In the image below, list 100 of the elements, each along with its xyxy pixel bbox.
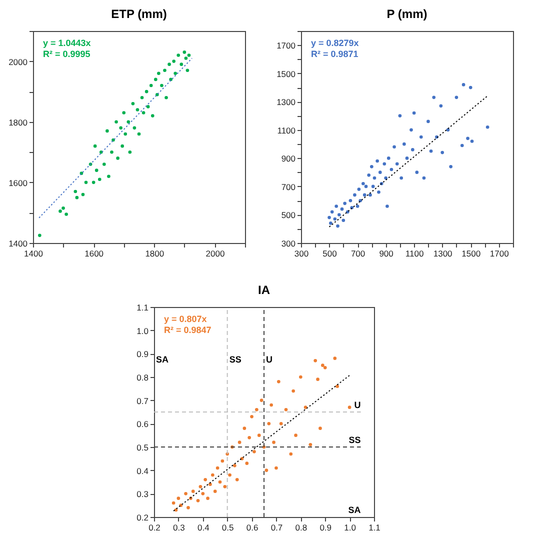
x-tick-label: 1800 bbox=[145, 248, 164, 258]
point bbox=[180, 62, 184, 66]
point bbox=[75, 196, 79, 200]
point bbox=[168, 62, 171, 66]
x-tick-label: 1600 bbox=[84, 248, 104, 258]
point bbox=[321, 364, 324, 367]
y-tick-label: 0.8 bbox=[136, 372, 149, 382]
point bbox=[184, 492, 188, 496]
point bbox=[279, 422, 283, 426]
y-tick-label: 0.3 bbox=[136, 489, 149, 500]
point bbox=[128, 150, 132, 154]
y-tick-label: 300 bbox=[281, 238, 296, 248]
point bbox=[142, 111, 146, 114]
point bbox=[184, 56, 188, 60]
annotation: y = 0.807x bbox=[164, 314, 207, 324]
point bbox=[154, 78, 158, 82]
annotation: y = 0.8279x bbox=[311, 38, 359, 48]
x-tick-label: 0.2 bbox=[148, 522, 161, 532]
x-tick-label: 0.3 bbox=[173, 522, 186, 532]
point bbox=[98, 178, 102, 182]
point bbox=[255, 408, 258, 412]
point bbox=[220, 459, 224, 463]
point bbox=[150, 114, 154, 118]
x-tick-label: 0.5 bbox=[222, 522, 234, 532]
y-tick-label: 0.2 bbox=[136, 512, 149, 522]
point bbox=[235, 478, 239, 482]
point bbox=[223, 485, 227, 488]
point bbox=[172, 60, 176, 63]
x-tick-label: 1500 bbox=[462, 248, 481, 258]
point bbox=[126, 120, 130, 124]
point bbox=[114, 120, 118, 124]
point bbox=[106, 129, 109, 133]
annotation: SA bbox=[156, 354, 170, 364]
ref-line-label: U bbox=[266, 354, 272, 364]
point bbox=[110, 150, 114, 154]
point bbox=[348, 406, 352, 409]
y-tick-label: 900 bbox=[281, 154, 296, 164]
point bbox=[172, 501, 176, 505]
point bbox=[136, 108, 140, 112]
point bbox=[146, 105, 150, 108]
x-tick-label: 0.9 bbox=[320, 522, 332, 532]
point bbox=[272, 440, 276, 444]
annotation: SA bbox=[348, 505, 362, 515]
x-tick-label: 1.1 bbox=[368, 522, 381, 532]
point bbox=[248, 436, 251, 440]
point bbox=[140, 96, 144, 100]
x-tick-label: 2000 bbox=[206, 248, 225, 258]
point bbox=[260, 398, 264, 402]
point bbox=[186, 68, 190, 72]
annotation: R² = 0.9847 bbox=[164, 325, 212, 335]
point bbox=[304, 406, 308, 409]
y-tick-label: 0.5 bbox=[136, 442, 149, 452]
point bbox=[198, 485, 202, 488]
point bbox=[38, 234, 42, 238]
point bbox=[250, 415, 254, 418]
y-tick-label: 0.4 bbox=[136, 466, 149, 476]
point bbox=[308, 443, 312, 446]
x-tick-label: 900 bbox=[379, 248, 394, 258]
y-tick-label: 700 bbox=[281, 182, 296, 192]
point bbox=[187, 54, 191, 57]
point bbox=[299, 375, 302, 379]
point bbox=[216, 466, 220, 470]
y-tick-label: 1100 bbox=[277, 125, 296, 136]
point bbox=[149, 84, 153, 88]
x-tick-label: 1300 bbox=[433, 248, 453, 258]
y-tick-label: 1.1 bbox=[136, 302, 149, 312]
point bbox=[164, 96, 168, 100]
point bbox=[81, 192, 85, 196]
point bbox=[274, 466, 278, 470]
y-tick-label: 1800 bbox=[8, 117, 28, 128]
point bbox=[270, 403, 273, 407]
point bbox=[94, 168, 98, 172]
y-tick-label: 1.0 bbox=[136, 326, 149, 336]
point bbox=[284, 408, 288, 412]
point bbox=[245, 462, 249, 465]
point bbox=[196, 499, 200, 502]
point bbox=[292, 389, 295, 393]
x-tick-label: 1700 bbox=[490, 248, 510, 258]
point bbox=[289, 452, 293, 456]
point bbox=[238, 440, 242, 444]
point bbox=[176, 54, 180, 57]
y-tick-label: 2000 bbox=[8, 56, 28, 67]
point bbox=[120, 144, 124, 148]
point bbox=[124, 132, 128, 136]
y-tick-label: 0.7 bbox=[136, 396, 149, 406]
ref-line-label: SS bbox=[229, 354, 242, 364]
point bbox=[294, 434, 298, 437]
annotation: R² = 0.9995 bbox=[43, 49, 90, 59]
point bbox=[242, 426, 246, 430]
x-tick-label: 300 bbox=[294, 248, 309, 258]
point bbox=[228, 473, 232, 477]
annotation: R² = 0.9871 bbox=[311, 49, 358, 59]
y-tick-label: 1700 bbox=[276, 40, 296, 51]
point bbox=[204, 478, 207, 482]
point bbox=[277, 380, 280, 384]
point bbox=[160, 84, 164, 88]
point bbox=[74, 190, 78, 194]
x-tick-label: 700 bbox=[350, 248, 366, 258]
point bbox=[131, 102, 135, 106]
ref-line-label: SS bbox=[348, 435, 361, 445]
